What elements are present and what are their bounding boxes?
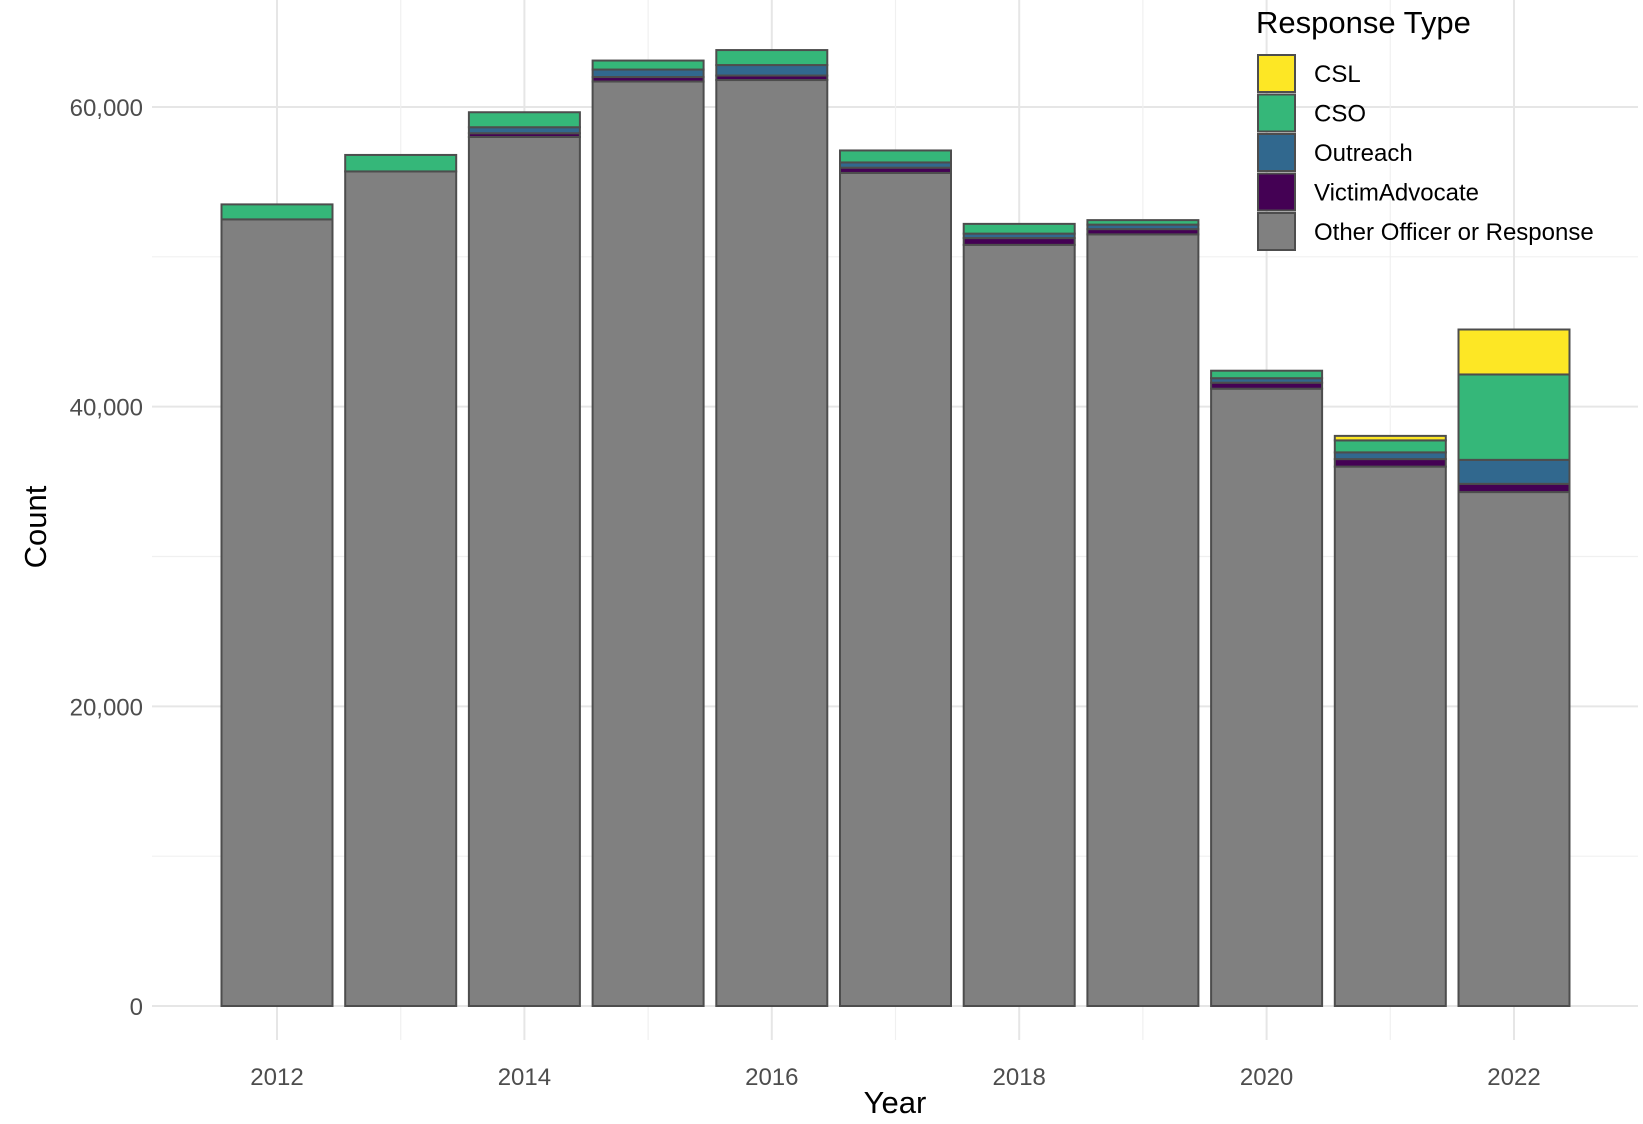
x-tick-label: 2020: [1240, 1064, 1293, 1091]
bar-segment-outreach-2022: [1457, 458, 1571, 485]
legend-swatch: [1257, 54, 1296, 93]
bar-segment-other-officer-or-response-2015: [591, 80, 705, 1008]
bar-stack-2022: [1457, 328, 1571, 1007]
legend-items: CSL CSO Outreach VictimAdvocate Other Office…: [1257, 54, 1594, 251]
legend-label: CSO: [1314, 101, 1366, 128]
legend-swatch: [1257, 93, 1296, 133]
bar-segment-victimadvocate-2021: [1333, 458, 1447, 468]
y-tick-label: 0: [130, 994, 143, 1021]
x-tick-label: 2014: [498, 1064, 551, 1091]
x-tick-label: 2018: [993, 1064, 1046, 1091]
bar-segment-cso-2015: [591, 59, 705, 71]
bar-segment-victimadvocate-2022: [1457, 482, 1571, 494]
bar-stack-2020: [1210, 369, 1324, 1008]
bar-segment-cso-2013: [344, 153, 458, 173]
bar-stack-2012: [220, 203, 334, 1007]
tick-labels: 0 20,000 40,000 60,000 2012 2014 2016 2018 2020 2…: [70, 95, 1541, 1091]
bar-segment-other-officer-or-response-2020: [1210, 387, 1324, 1008]
y-tick-label: 20,000: [70, 694, 143, 721]
bar-segment-other-officer-or-response-2017: [839, 171, 952, 1007]
legend-label: VictimAdvocate: [1314, 180, 1479, 207]
legend-swatch: [1257, 172, 1296, 212]
bar-stack-2016: [715, 49, 829, 1007]
bar-segment-other-officer-or-response-2012: [220, 218, 334, 1007]
y-axis-title: Count: [18, 485, 53, 568]
bar-stack-2017: [839, 149, 952, 1007]
bar-segment-outreach-2015: [591, 68, 705, 79]
legend-item: VictimAdvocate: [1257, 172, 1479, 212]
legend-title: Response Type: [1256, 5, 1471, 40]
bar-stack-2013: [344, 153, 458, 1007]
legend-label: CSL: [1314, 61, 1361, 88]
bars: [220, 49, 1571, 1008]
legend-swatch: [1257, 212, 1296, 251]
legend-item: Other Officer or Response: [1257, 212, 1594, 251]
bar-segment-outreach-2016: [715, 64, 829, 77]
bar-segment-csl-2022: [1457, 328, 1571, 376]
bar-segment-other-officer-or-response-2016: [715, 79, 829, 1007]
bar-stack-2018: [962, 222, 1076, 1007]
legend-item: CSO: [1257, 93, 1366, 133]
legend-label: Other Officer or Response: [1314, 219, 1594, 246]
x-tick-label: 2012: [250, 1064, 303, 1091]
bar-segment-outreach-2021: [1333, 451, 1447, 461]
legend-item: CSL: [1257, 54, 1361, 93]
bar-segment-other-officer-or-response-2022: [1457, 491, 1571, 1007]
bar-segment-cso-2022: [1457, 373, 1571, 461]
bar-segment-cso-2020: [1210, 369, 1324, 380]
x-axis-title: Year: [864, 1085, 927, 1119]
bar-segment-victimadvocate-2018: [962, 237, 1076, 246]
legend: Response Type CSL CSO Outreach VictimAdvoca…: [1256, 5, 1594, 251]
y-tick-label: 40,000: [70, 395, 143, 422]
legend-item: Outreach: [1257, 133, 1413, 172]
bar-stack-2021: [1333, 434, 1447, 1008]
bar-segment-cso-2014: [467, 111, 581, 129]
bar-stack-2019: [1086, 219, 1200, 1007]
bar-segment-other-officer-or-response-2014: [467, 135, 581, 1007]
x-tick-label: 2016: [745, 1064, 798, 1091]
bar-segment-cso-2016: [715, 49, 829, 67]
bar-stack-2015: [591, 59, 705, 1008]
legend-swatch: [1257, 133, 1296, 172]
bar-segment-cso-2019: [1086, 219, 1200, 226]
bar-segment-cso-2021: [1333, 439, 1447, 454]
x-tick-label: 2022: [1487, 1064, 1540, 1091]
bar-segment-cso-2017: [839, 149, 952, 164]
bar-segment-cso-2018: [962, 222, 1076, 235]
bar-segment-other-officer-or-response-2019: [1086, 233, 1200, 1007]
bar-segment-cso-2012: [220, 203, 334, 221]
bar-segment-other-officer-or-response-2021: [1333, 465, 1447, 1008]
bar-segment-other-officer-or-response-2013: [344, 170, 458, 1007]
bar-segment-other-officer-or-response-2018: [962, 243, 1076, 1007]
y-tick-label: 60,000: [70, 95, 143, 122]
bar-stack-2014: [467, 111, 581, 1007]
bar-segment-csl-2021: [1333, 434, 1447, 442]
legend-label: Outreach: [1314, 140, 1413, 167]
